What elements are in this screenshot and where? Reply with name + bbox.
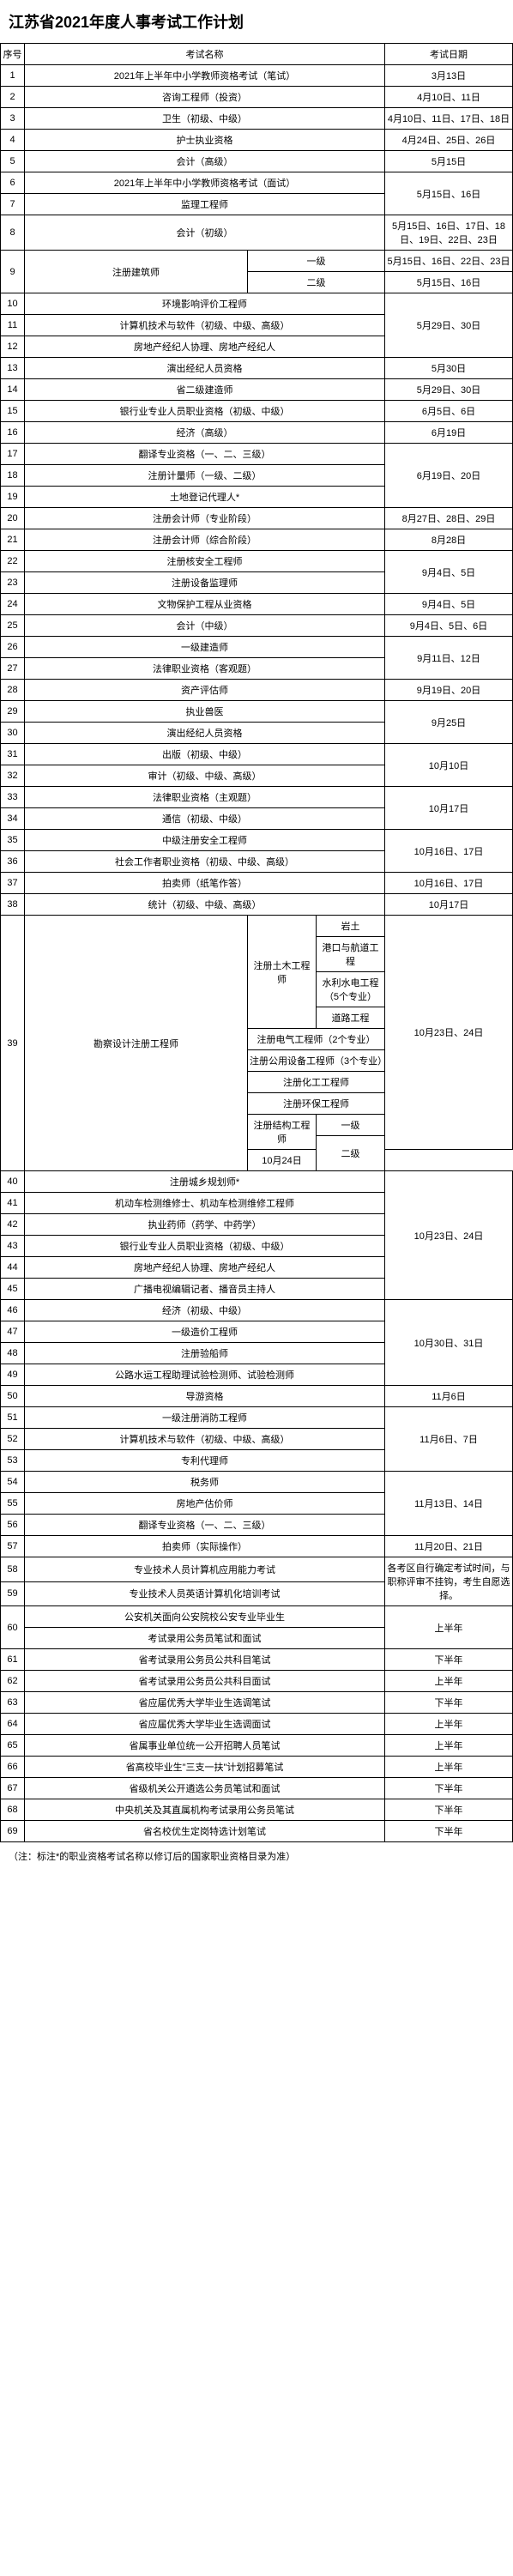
table-row: 38统计（初级、中级、高级）10月17日 xyxy=(1,894,513,916)
table-row: 8会计（初级）5月15日、16日、17日、18日、19日、22日、23日 xyxy=(1,215,513,251)
table-row: 20注册会计师（专业阶段）8月27日、28日、29日 xyxy=(1,508,513,529)
table-row: 66省高校毕业生"三支一扶"计划招募笔试上半年 xyxy=(1,1757,513,1778)
table-row: 13演出经纪人员资格5月30日 xyxy=(1,358,513,379)
table-row: 26一级建造师9月11日、12日 xyxy=(1,637,513,658)
footnote: （注：标注*的职业资格考试名称以修订后的国家职业资格目录为准） xyxy=(0,1842,513,1870)
header-row: 序号 考试名称 考试日期 xyxy=(1,44,513,65)
table-row: 31出版（初级、中级）10月10日 xyxy=(1,744,513,765)
table-row: 67省级机关公开遴选公务员笔试和面试下半年 xyxy=(1,1778,513,1799)
table-row: 10环境影响评价工程师5月29日、30日 xyxy=(1,293,513,315)
table-row: 54税务师11月13日、14日 xyxy=(1,1472,513,1493)
table-row: 62省考试录用公务员公共科目面试上半年 xyxy=(1,1671,513,1692)
header-name: 考试名称 xyxy=(25,44,385,65)
table-row: 63省应届优秀大学毕业生选调笔试下半年 xyxy=(1,1692,513,1714)
table-row: 5会计（高级）5月15日 xyxy=(1,151,513,172)
table-row: 3卫生（初级、中级）4月10日、11日、17日、18日 xyxy=(1,108,513,130)
table-row: 33法律职业资格（主观题）10月17日 xyxy=(1,787,513,808)
table-row: 61省考试录用公务员公共科目笔试下半年 xyxy=(1,1649,513,1671)
table-row: 28资产评估师9月19日、20日 xyxy=(1,680,513,701)
table-row: 21注册会计师（综合阶段）8月28日 xyxy=(1,529,513,551)
exam-schedule-table: 序号 考试名称 考试日期 12021年上半年中小学教师资格考试（笔试）3月13日… xyxy=(0,43,513,1842)
table-row: 50导游资格11月6日 xyxy=(1,1386,513,1407)
header-date: 考试日期 xyxy=(385,44,513,65)
table-row: 68中央机关及其直属机构考试录用公务员笔试下半年 xyxy=(1,1799,513,1821)
table-row: 17翻译专业资格（一、二、三级）6月19日、20日 xyxy=(1,444,513,465)
table-row: 65省属事业单位统一公开招聘人员笔试上半年 xyxy=(1,1735,513,1757)
table-row: 14省二级建造师5月29日、30日 xyxy=(1,379,513,401)
table-row: 57拍卖师（实际操作）11月20日、21日 xyxy=(1,1536,513,1557)
table-row: 2咨询工程师（投资）4月10日、11日 xyxy=(1,87,513,108)
table-row: 40注册城乡规划师*10月23日、24日 xyxy=(1,1171,513,1193)
table-row: 62021年上半年中小学教师资格考试（面试）5月15日、16日 xyxy=(1,172,513,194)
table-row: 46经济（初级、中级）10月30日、31日 xyxy=(1,1300,513,1321)
table-row: 69省名校优生定岗特选计划笔试下半年 xyxy=(1,1821,513,1842)
table-row: 51一级注册消防工程师11月6日、7日 xyxy=(1,1407,513,1429)
table-row: 35中级注册安全工程师10月16日、17日 xyxy=(1,830,513,851)
table-row: 25会计（中级）9月4日、5日、6日 xyxy=(1,615,513,637)
table-row: 15银行业专业人员职业资格（初级、中级）6月5日、6日 xyxy=(1,401,513,422)
table-row: 12021年上半年中小学教师资格考试（笔试）3月13日 xyxy=(1,65,513,87)
table-row: 9注册建筑师一级5月15日、16日、22日、23日 xyxy=(1,251,513,272)
table-row: 4护士执业资格4月24日、25日、26日 xyxy=(1,130,513,151)
table-row: 16经济（高级）6月19日 xyxy=(1,422,513,444)
table-row: 22注册核安全工程师9月4日、5日 xyxy=(1,551,513,572)
header-seq: 序号 xyxy=(1,44,25,65)
table-row: 24文物保护工程从业资格9月4日、5日 xyxy=(1,594,513,615)
table-row: 58专业技术人员计算机应用能力考试各考区自行确定考试时间，与职称评审不挂钩，考生… xyxy=(1,1557,513,1582)
table-row: 39勘察设计注册工程师注册土木工程师岩土10月23日、24日 xyxy=(1,916,513,937)
table-row: 29执业兽医9月25日 xyxy=(1,701,513,723)
table-row: 60公安机关面向公安院校公安专业毕业生上半年 xyxy=(1,1606,513,1628)
table-row: 64省应届优秀大学毕业生选调面试上半年 xyxy=(1,1714,513,1735)
page-title: 江苏省2021年度人事考试工作计划 xyxy=(0,0,513,43)
table-row: 37拍卖师（纸笔作答）10月16日、17日 xyxy=(1,873,513,894)
